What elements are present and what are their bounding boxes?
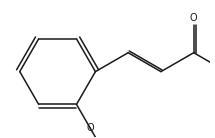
Text: O: O	[86, 123, 94, 133]
Text: O: O	[190, 13, 198, 23]
